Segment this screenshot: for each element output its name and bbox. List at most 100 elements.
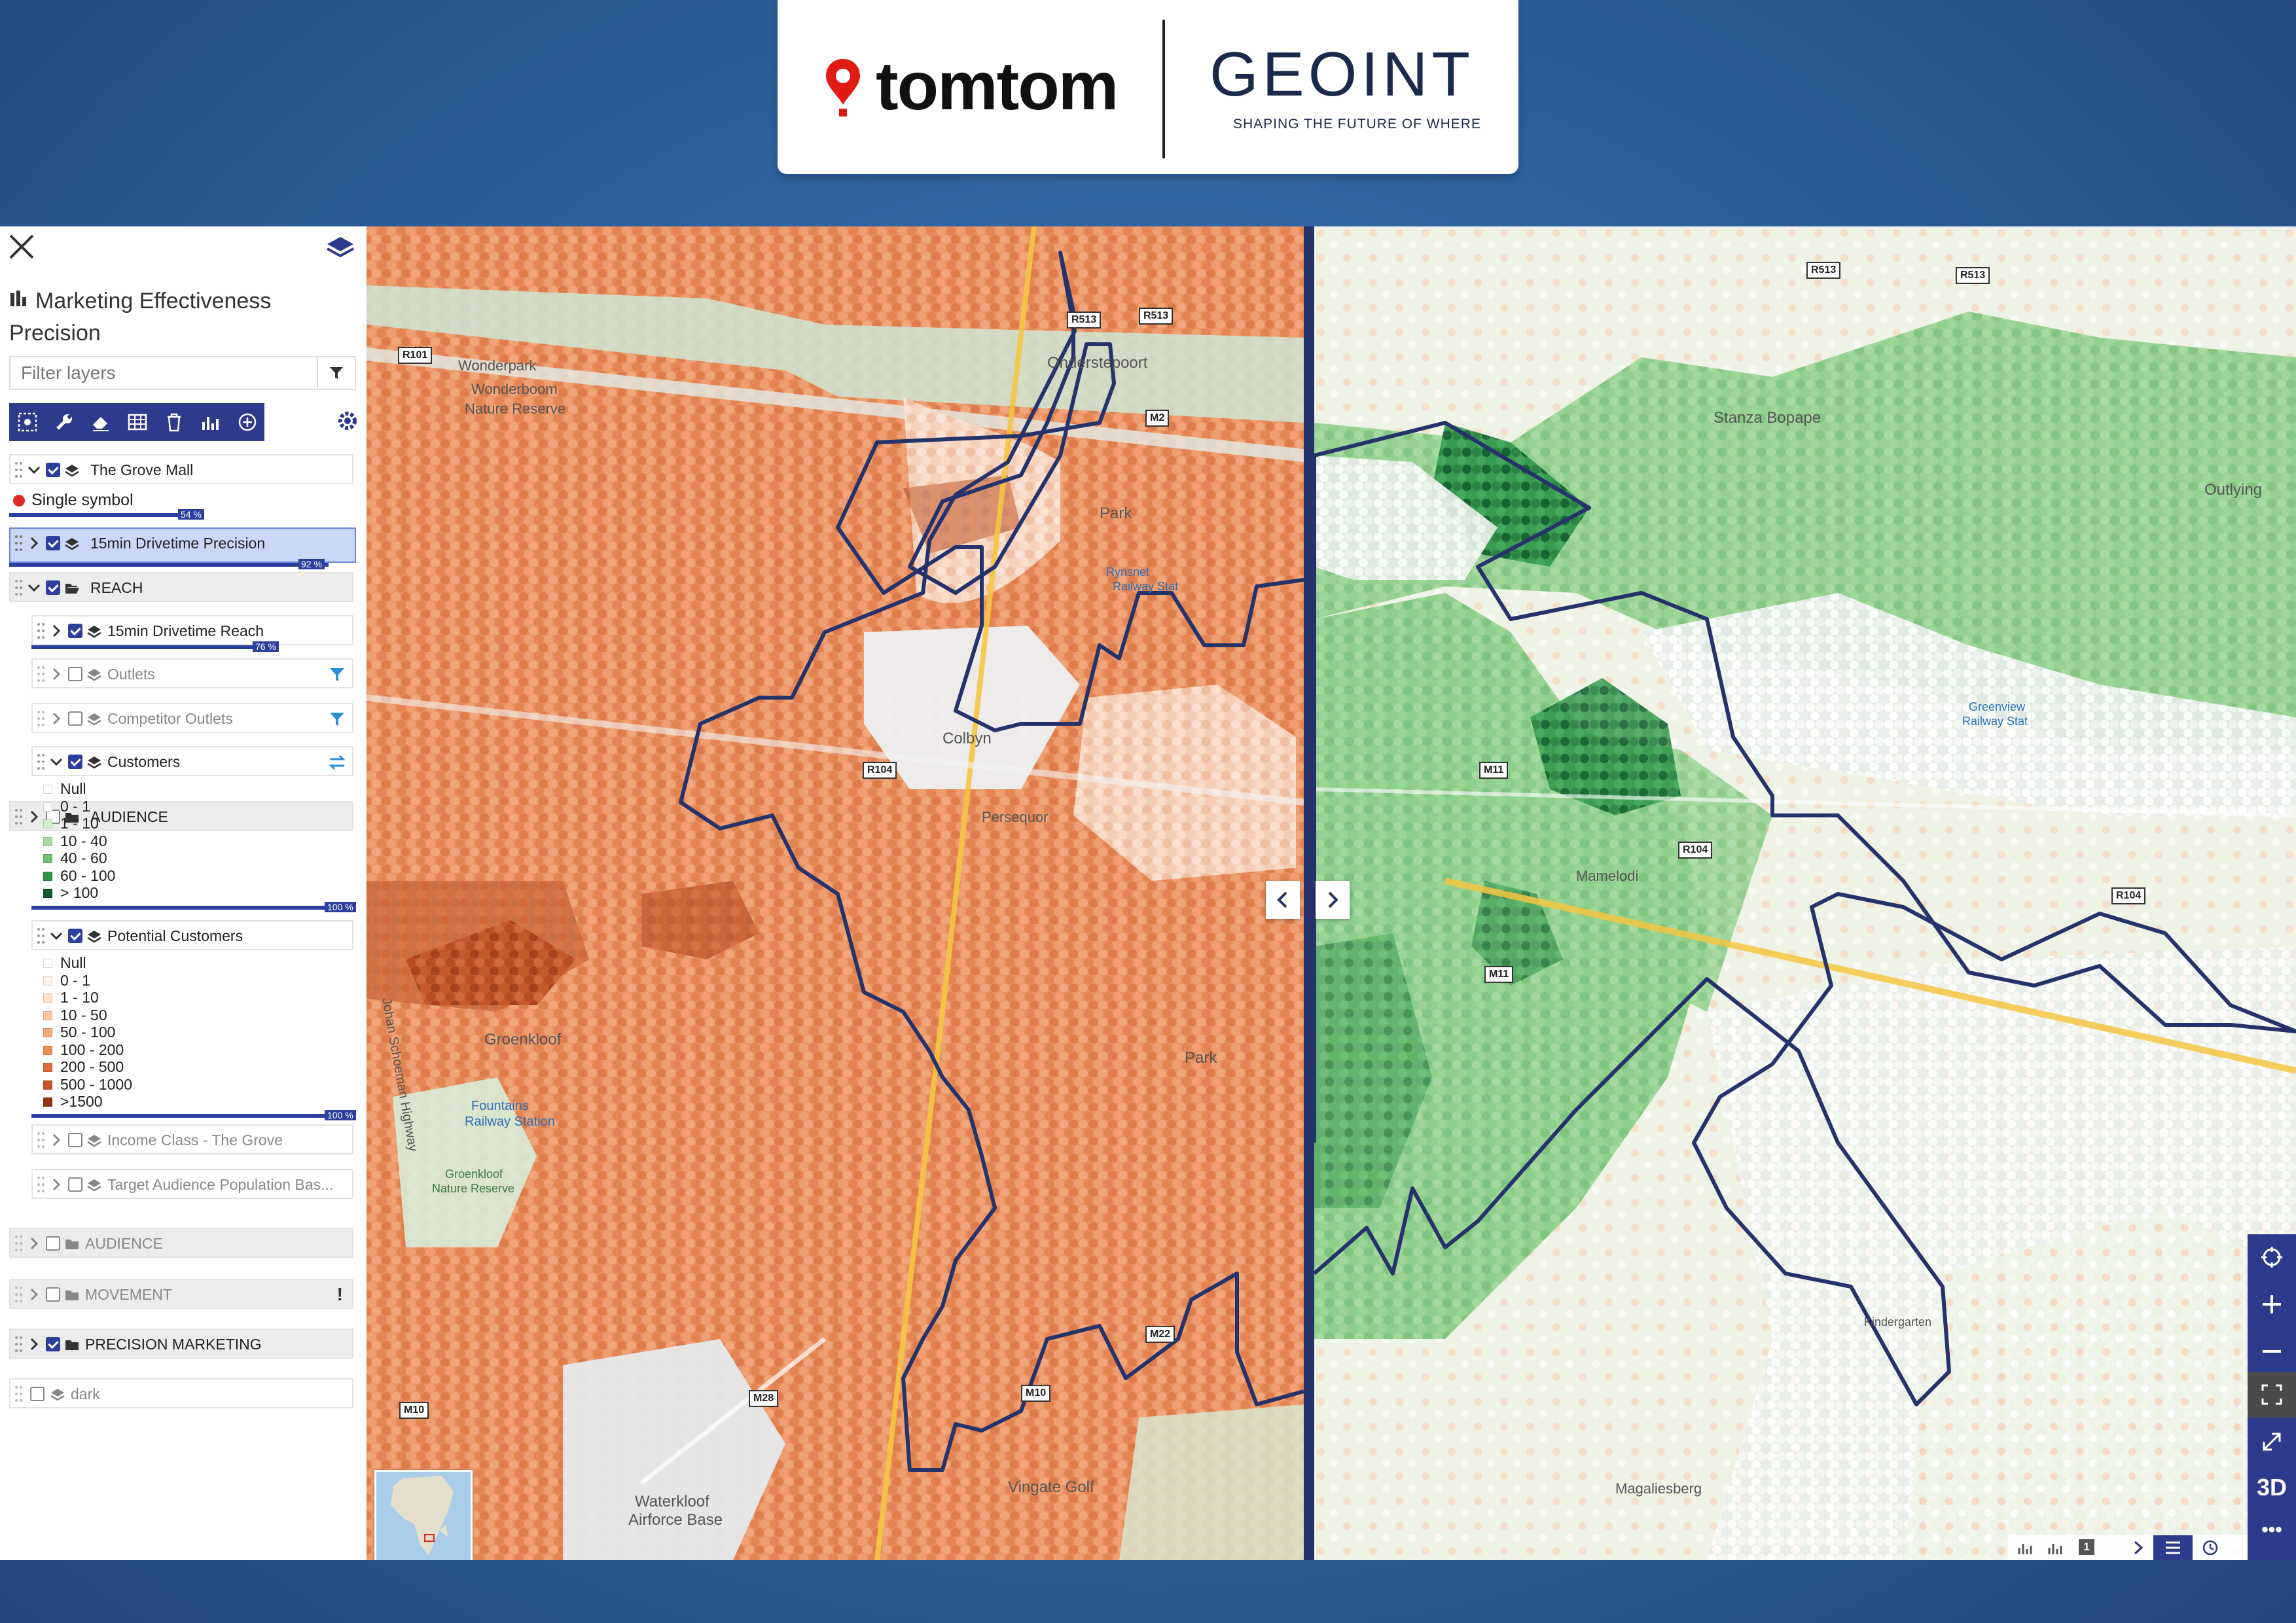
drag-handle-icon[interactable] [14,1285,24,1304]
chevron-right-icon[interactable] [26,535,42,551]
group-checkbox[interactable] [46,1287,60,1302]
group-checkbox[interactable] [46,1337,60,1351]
chevron-right-icon[interactable] [48,623,64,639]
page-badge[interactable]: 1 [2079,1539,2094,1555]
locate-button[interactable] [2248,1234,2296,1280]
chevron-right-icon[interactable] [48,1177,64,1192]
drag-handle-icon[interactable] [37,1131,46,1149]
drag-handle-icon[interactable] [37,622,46,640]
opacity-slider[interactable] [9,563,329,567]
layer-row-drivetime-precision[interactable]: 15min Drivetime Precision [9,527,356,563]
map-right-pane[interactable]: Stanza Bopape Outlying Greenview Railway… [1314,226,2296,1560]
chevron-right-icon[interactable] [48,711,64,726]
layer-row-outlets[interactable]: Outlets [31,658,353,688]
group-checkbox[interactable] [46,1236,60,1251]
swipe-right-button[interactable] [1316,881,1350,919]
expand-button[interactable] [2248,1419,2296,1465]
clock-icon[interactable] [2202,1540,2219,1556]
map-label: Airforce Base [628,1511,723,1529]
drag-handle-icon[interactable] [37,709,46,728]
layer-checkbox[interactable] [68,711,82,726]
layer-checkbox[interactable] [46,536,60,550]
fullscreen-button[interactable] [2248,1372,2296,1418]
filter-icon[interactable] [327,665,347,685]
layer-row-dark[interactable]: dark [9,1378,353,1408]
list-view-button[interactable] [2153,1535,2193,1560]
layer-checkbox[interactable] [68,1133,82,1147]
zoom-in-button[interactable] [2248,1281,2296,1327]
chevron-right-icon[interactable] [48,666,64,682]
filter-layers-input[interactable] [10,357,339,389]
wrench-tool-button[interactable] [46,403,82,441]
chevron-right-icon[interactable] [26,1336,42,1352]
layer-checkbox[interactable] [68,755,82,769]
eraser-tool-button[interactable] [82,403,119,441]
layers-icon[interactable] [325,234,356,260]
more-options-button[interactable]: ••• [2261,1519,2282,1541]
layer-checkbox[interactable] [68,624,82,638]
layer-row-target-audience[interactable]: Target Audience Population Bas... [31,1169,353,1199]
add-layer-button[interactable] [229,403,266,441]
group-row-reach[interactable]: REACH [9,572,353,602]
chart-button[interactable] [192,403,229,441]
layer-checkbox[interactable] [68,1177,82,1192]
opacity-slider[interactable] [31,645,279,649]
drag-handle-icon[interactable] [14,1234,24,1253]
opacity-slider[interactable] [31,906,353,910]
drag-handle-icon[interactable] [37,927,46,945]
drag-handle-icon[interactable] [14,1385,24,1403]
close-icon[interactable] [7,232,37,262]
3d-toggle-button[interactable]: 3D [2256,1474,2287,1501]
group-row-precision-marketing[interactable]: PRECISION MARKETING [9,1329,353,1359]
map-label: Onderstepoort [1047,354,1148,372]
gear-icon[interactable] [336,410,359,432]
drag-handle-icon[interactable] [14,534,24,552]
drag-handle-icon[interactable] [14,461,24,479]
chevron-right-icon[interactable] [2130,1540,2147,1556]
layer-row-customers[interactable]: Customers [31,746,353,776]
delete-button[interactable] [156,403,192,441]
drag-handle-icon[interactable] [37,1175,46,1194]
opacity-slider[interactable] [31,1114,353,1118]
layer-checkbox[interactable] [46,463,60,477]
chart-icon[interactable] [2047,1540,2064,1556]
drag-handle-icon[interactable] [14,1335,24,1353]
chevron-down-icon[interactable] [26,580,42,596]
map-left-pane[interactable]: Wonderboom Nature Reserve Onderstepoort … [367,226,1304,1560]
opacity-slider[interactable] [9,513,203,517]
chevron-right-icon[interactable] [26,1236,42,1251]
layer-checkbox[interactable] [68,667,82,681]
swipe-left-button[interactable] [1266,881,1300,919]
zoom-out-button[interactable] [2248,1329,2296,1374]
layer-row-competitor-outlets[interactable]: Competitor Outlets [31,703,353,733]
drag-handle-icon[interactable] [14,808,24,826]
layer-checkbox[interactable] [68,929,82,943]
group-row-audience-visible[interactable]: AUDIENCE [9,1228,353,1258]
filter-button[interactable] [317,357,355,389]
layer-row-grove-mall[interactable]: The Grove Mall [9,454,353,484]
layer-row-income-class[interactable]: Income Class - The Grove [31,1124,353,1154]
chevron-down-icon[interactable] [48,928,64,944]
table-button[interactable] [119,403,156,441]
swipe-divider[interactable] [1304,226,1314,1560]
chevron-down-icon[interactable] [26,462,42,478]
layer-checkbox[interactable] [30,1387,45,1401]
drag-handle-icon[interactable] [37,753,46,771]
chevron-down-icon[interactable] [48,754,64,770]
group-row-audience[interactable]: AUDIENCE [9,801,353,831]
layer-row-potential-customers[interactable]: Potential Customers [31,920,353,950]
group-row-movement[interactable]: MOVEMENT ! [9,1279,353,1309]
layer-row-drivetime-reach[interactable]: 15min Drivetime Reach [31,615,353,645]
chart-icon[interactable] [2017,1540,2034,1556]
swap-icon[interactable] [327,753,347,772]
chevron-right-icon[interactable] [48,1132,64,1148]
group-checkbox[interactable] [46,580,60,595]
select-tool-button[interactable] [9,403,46,441]
overview-map[interactable] [374,1470,473,1560]
filter-icon[interactable] [327,709,347,729]
layer-label: Income Class - The Grove [107,1132,283,1149]
chevron-right-icon[interactable] [26,1287,42,1302]
drag-handle-icon[interactable] [14,579,24,597]
chevron-right-icon[interactable] [26,809,42,825]
drag-handle-icon[interactable] [37,665,46,683]
